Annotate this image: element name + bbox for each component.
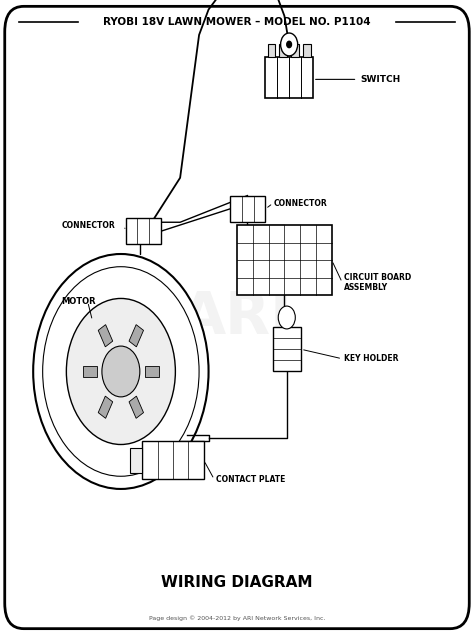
Polygon shape — [98, 396, 113, 418]
Text: SWITCH: SWITCH — [316, 75, 401, 84]
FancyBboxPatch shape — [267, 44, 275, 57]
Circle shape — [102, 346, 140, 397]
Polygon shape — [145, 366, 159, 377]
Text: MOTOR: MOTOR — [62, 297, 96, 306]
FancyBboxPatch shape — [5, 6, 469, 629]
FancyBboxPatch shape — [237, 225, 332, 295]
Text: CONNECTOR: CONNECTOR — [62, 221, 115, 230]
Circle shape — [43, 267, 199, 476]
FancyBboxPatch shape — [291, 44, 299, 57]
Polygon shape — [129, 396, 144, 418]
Text: CIRCUIT BOARD
ASSEMBLY: CIRCUIT BOARD ASSEMBLY — [344, 273, 411, 292]
FancyBboxPatch shape — [279, 44, 287, 57]
Circle shape — [281, 33, 298, 56]
FancyBboxPatch shape — [126, 218, 161, 244]
FancyBboxPatch shape — [273, 327, 301, 371]
FancyBboxPatch shape — [303, 44, 311, 57]
Polygon shape — [129, 324, 144, 347]
FancyBboxPatch shape — [265, 57, 313, 98]
Text: Page design © 2004-2012 by ARI Network Services, Inc.: Page design © 2004-2012 by ARI Network S… — [149, 615, 325, 620]
Text: KEY HOLDER: KEY HOLDER — [344, 354, 398, 363]
Circle shape — [33, 254, 209, 489]
Polygon shape — [98, 324, 113, 347]
FancyBboxPatch shape — [130, 448, 142, 473]
Circle shape — [66, 298, 175, 444]
FancyBboxPatch shape — [142, 441, 204, 479]
Text: RYOBI 18V LAWN MOWER – MODEL NO. P1104: RYOBI 18V LAWN MOWER – MODEL NO. P1104 — [103, 17, 371, 27]
Text: WIRING DIAGRAM: WIRING DIAGRAM — [161, 575, 313, 590]
Polygon shape — [83, 366, 97, 377]
Circle shape — [278, 306, 295, 329]
Circle shape — [287, 41, 292, 48]
Text: ARI: ARI — [181, 289, 293, 346]
Text: CONNECTOR: CONNECTOR — [274, 199, 328, 208]
FancyBboxPatch shape — [230, 196, 265, 222]
Text: CONTACT PLATE: CONTACT PLATE — [216, 475, 285, 484]
